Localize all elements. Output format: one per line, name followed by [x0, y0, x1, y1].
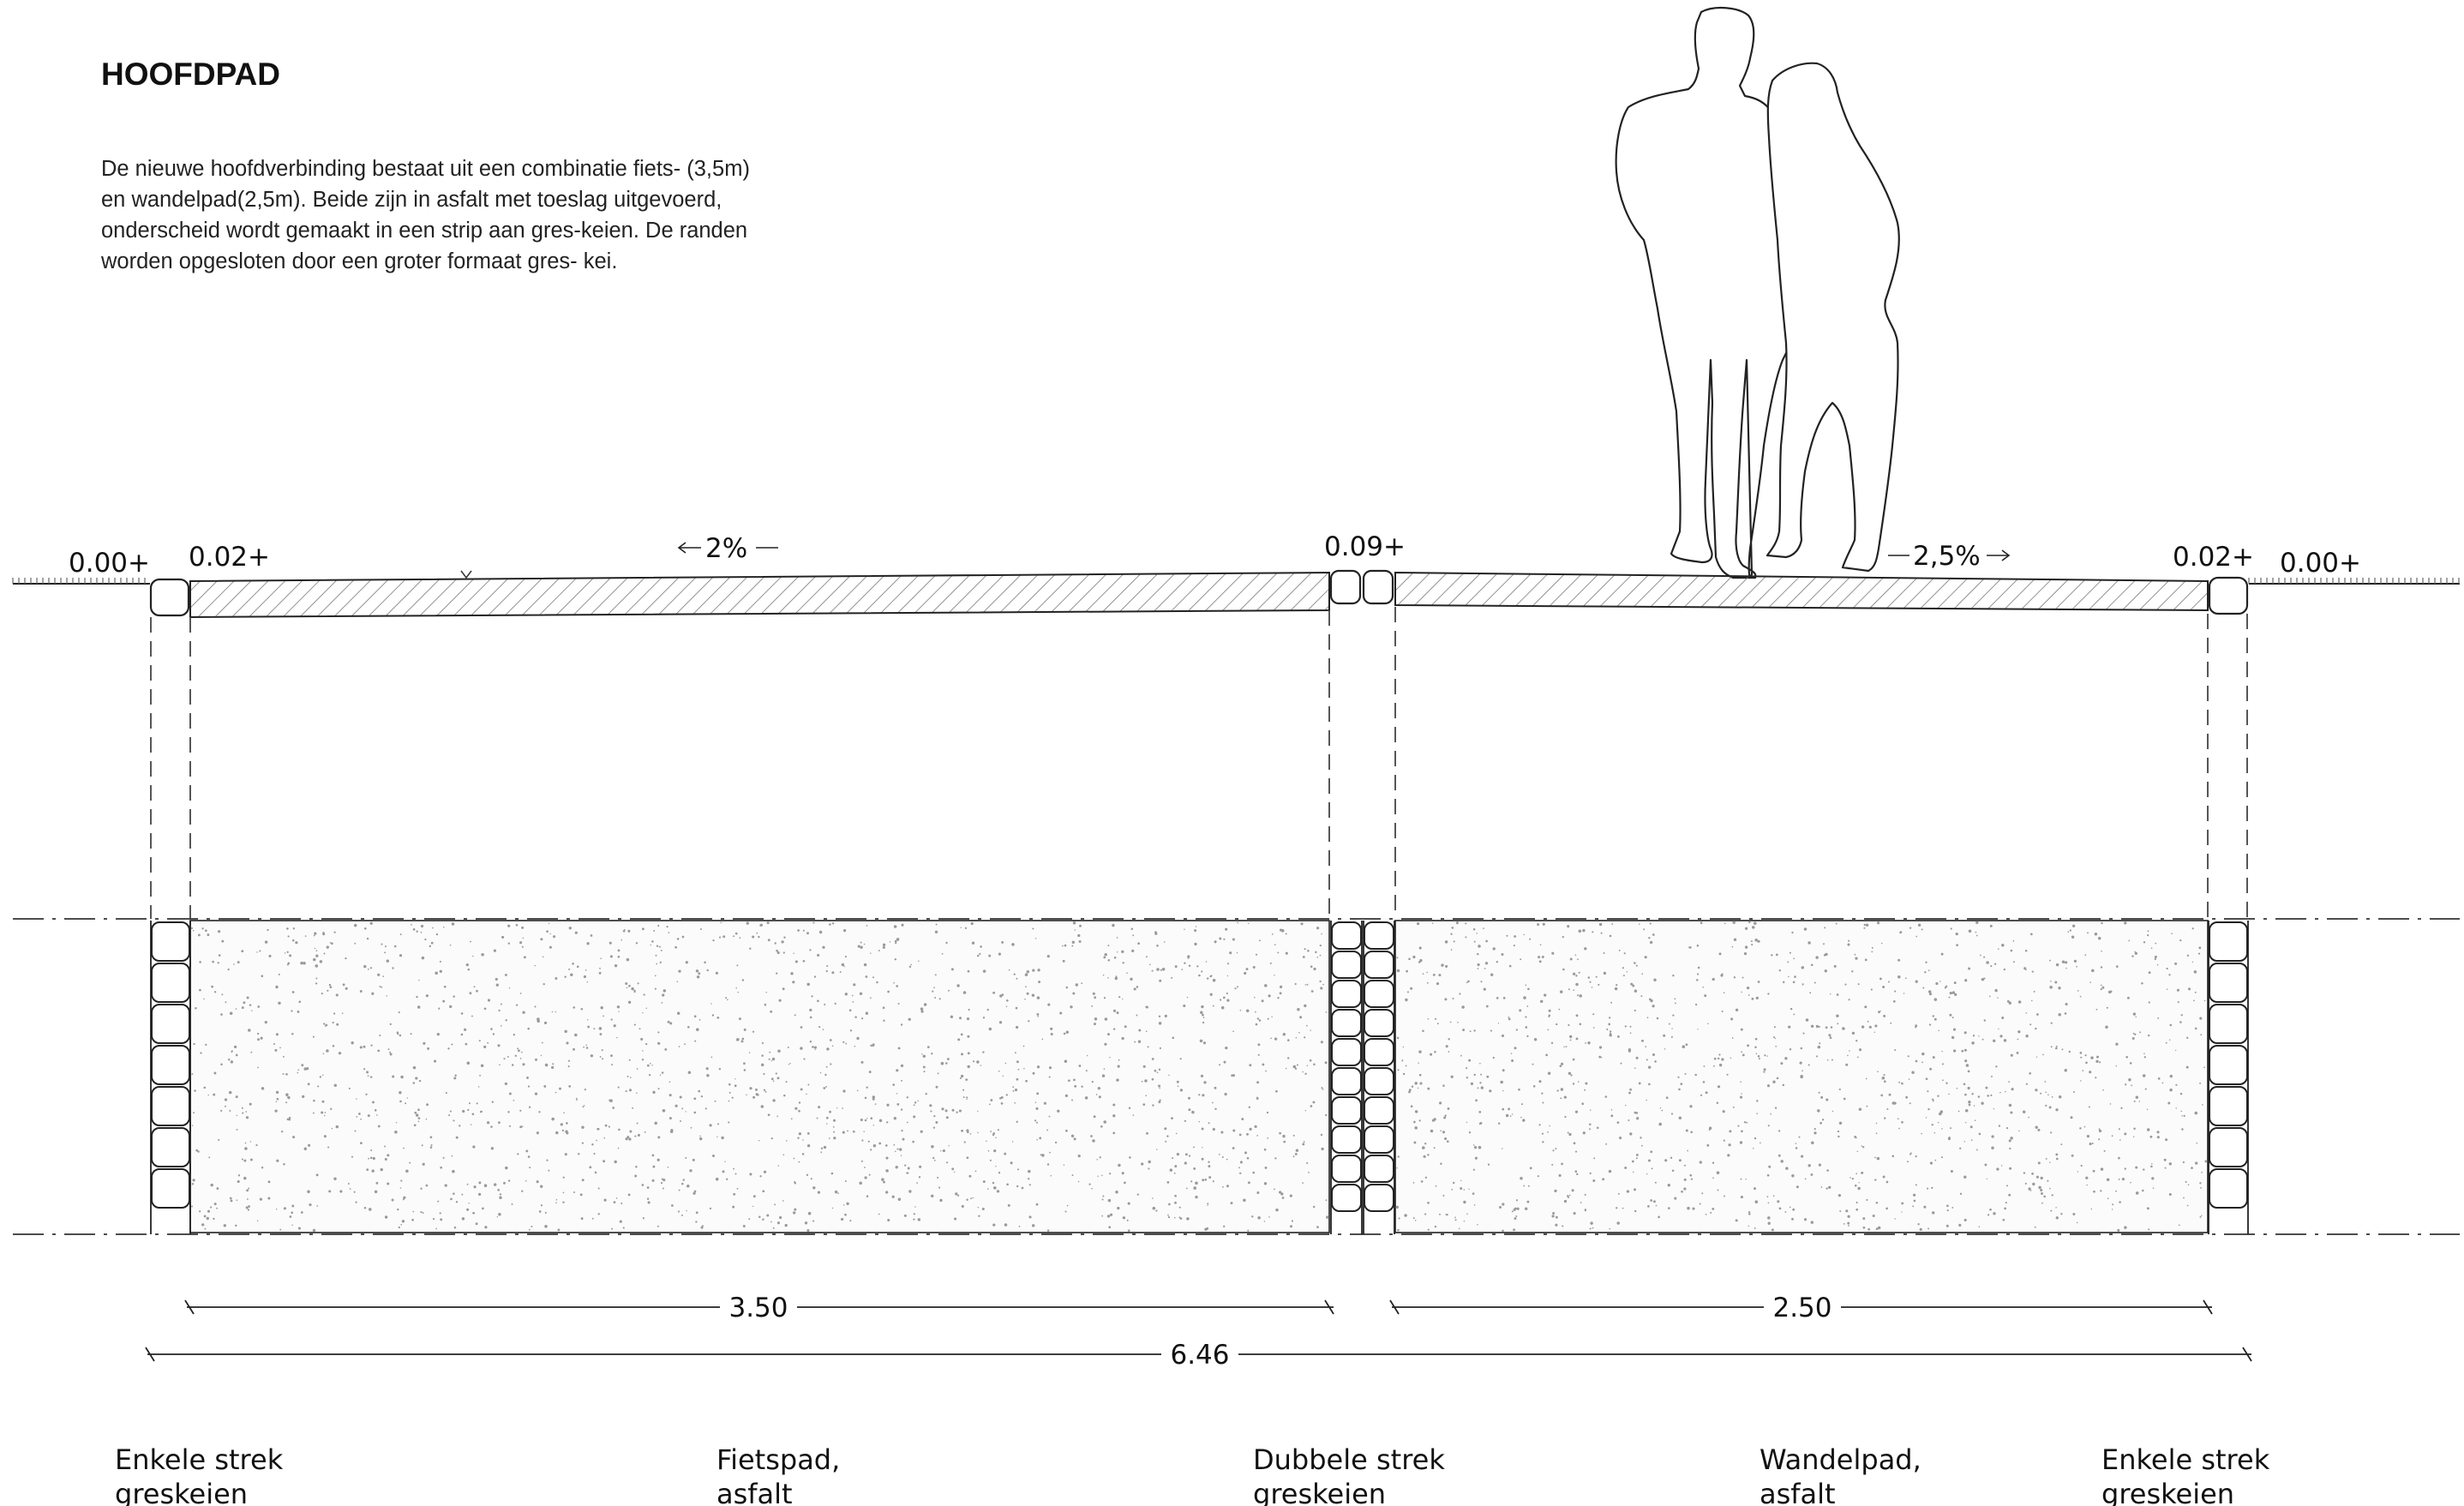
grass-stone: [2209, 921, 2248, 962]
caption-fietspad: Fietspad, asfalt: [716, 1443, 840, 1506]
caption-right-kerb-line-1: Enkele strek: [2101, 1443, 2270, 1476]
caption-wandelpad-line-1: Wandelpad,: [1760, 1443, 1921, 1476]
grass-stone: [151, 963, 190, 1003]
grass-stone: [151, 1086, 190, 1126]
caption-wandelpad: Wandelpad, asfalt: [1760, 1443, 1921, 1506]
grass-stone: [2209, 1004, 2248, 1044]
grass-stone: [1331, 980, 1362, 1008]
stone-strip-right: [2208, 921, 2249, 1234]
caption-fietspad-line-2: asfalt: [716, 1478, 793, 1506]
grass-stone: [1331, 1184, 1362, 1212]
level-left-edge: 0.02+: [189, 542, 270, 573]
kerb-stone-center-a: [1329, 569, 1362, 605]
ground-line-right: [2248, 578, 2460, 585]
description-line-2: en wandelpad(2,5m). Beide zijn in asfalt…: [101, 188, 722, 212]
caption-center-strip-line-2: greskeien: [1253, 1478, 1386, 1506]
description-line-3: onderscheid wordt gemaakt in een strip a…: [101, 219, 747, 243]
caption-fietspad-line-1: Fietspad,: [716, 1443, 840, 1476]
grass-stone: [1364, 1067, 1394, 1095]
dimension-wandelpad: [1389, 1299, 2213, 1315]
level-left-ground: 0.00+: [69, 548, 150, 579]
description-line-4: worden opgesloten door een groter formaa…: [100, 249, 617, 273]
plan-border-lines: [13, 918, 2460, 1235]
dimension-total-value: 6.46: [1170, 1340, 1229, 1371]
level-center: 0.09+: [1324, 531, 1406, 562]
caption-center-strip-line-1: Dubbele strek: [1253, 1443, 1445, 1476]
grass-stone: [1364, 1096, 1394, 1125]
caption-left-kerb-line-2: greskeien: [115, 1478, 248, 1506]
grass-stone: [1364, 980, 1394, 1008]
dimension-fietspad: [184, 1299, 1334, 1315]
dimension-total: [145, 1347, 2252, 1362]
grass-stone: [1331, 921, 1362, 950]
caption-left-kerb: Enkele strek greskeien: [115, 1443, 284, 1506]
grass-stone: [1364, 1038, 1394, 1066]
grass-stone: [2209, 1127, 2248, 1167]
drawing-title: HOOFDPAD: [101, 57, 280, 92]
fietspad-plan-area: [189, 920, 1330, 1233]
grass-stone: [1331, 951, 1362, 979]
grass-stone: [2209, 1168, 2248, 1209]
grass-stone: [2209, 1086, 2248, 1126]
caption-right-kerb: Enkele strek greskeien: [2101, 1443, 2270, 1506]
pedestrian-silhouettes: [1615, 7, 1900, 579]
caption-left-kerb-line-1: Enkele strek: [115, 1443, 284, 1476]
stone-strip-left: [150, 921, 191, 1234]
grass-stone: [1331, 1125, 1362, 1154]
level-right-ground: 0.00+: [2280, 548, 2361, 579]
grass-stone: [1364, 1125, 1394, 1154]
fietspad-asphalt-layer: [189, 571, 1330, 619]
grass-stone: [151, 1045, 190, 1085]
grass-stone: [1364, 1155, 1394, 1183]
grass-stone: [2209, 1045, 2248, 1085]
wandelpad-asphalt-layer: [1394, 571, 2209, 612]
grass-stone: [1364, 1184, 1394, 1212]
caption-wandelpad-line-2: asfalt: [1760, 1478, 1836, 1506]
slope-wandelpad-label: 2,5%: [1913, 541, 1981, 572]
grass-stone: [1331, 1155, 1362, 1183]
grass-stone: [1331, 1096, 1362, 1125]
ground-line-left: [12, 578, 150, 585]
grass-stone: [151, 921, 190, 962]
kerb-stone-left: [149, 578, 190, 617]
man-silhouette: [1615, 7, 1793, 579]
description-line-1: De nieuwe hoofdverbinding bestaat uit ee…: [101, 157, 750, 181]
surface-mark: [460, 570, 472, 579]
grass-stone: [1364, 921, 1394, 950]
slope-wandelpad: 2,5%: [1888, 541, 2011, 572]
grass-stone: [1364, 1009, 1394, 1037]
dimension-wandelpad-value: 2.50: [1772, 1293, 1832, 1323]
projection-lines: [150, 607, 2248, 919]
grass-stone: [1331, 1038, 1362, 1066]
grass-stone: [151, 1004, 190, 1044]
grass-stone: [151, 1127, 190, 1167]
asphalt-speckle-texture: [190, 921, 2208, 1233]
grass-stone: [151, 1168, 190, 1209]
woman-silhouette: [1766, 62, 1900, 573]
grass-stone: [2209, 963, 2248, 1003]
caption-right-kerb-line-2: greskeien: [2101, 1478, 2234, 1506]
slope-fietspad-label: 2%: [705, 533, 747, 564]
level-right-edge: 0.02+: [2173, 542, 2254, 573]
grass-stone: [1364, 951, 1394, 979]
slope-fietspad: 2%: [677, 533, 778, 564]
grass-stone: [1331, 1009, 1362, 1037]
grass-stone: [1331, 1067, 1362, 1095]
kerb-stone-right: [2208, 576, 2249, 615]
kerb-stone-center-b: [1362, 569, 1394, 605]
caption-center-strip: Dubbele strek greskeien: [1253, 1443, 1445, 1506]
stone-strip-center: [1330, 921, 1395, 1234]
dimension-fietspad-value: 3.50: [728, 1293, 788, 1323]
